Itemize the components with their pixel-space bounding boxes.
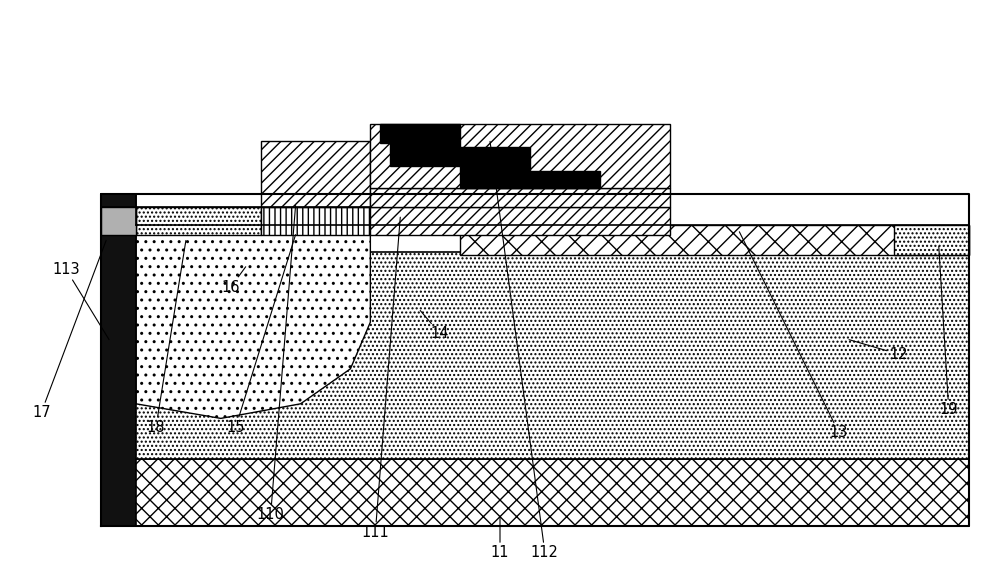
Bar [101,207,136,234]
Text: 112: 112 [490,141,559,560]
Text: 111: 111 [361,217,400,540]
Text: 15: 15 [226,234,296,435]
Text: 19: 19 [939,246,958,417]
Bar [261,141,370,207]
Bar [101,459,969,526]
Bar [370,188,670,207]
Text: 110: 110 [257,206,296,522]
Text: 13: 13 [739,231,848,441]
Bar [894,225,969,255]
Text: 14: 14 [420,311,449,341]
Bar [370,124,670,188]
Polygon shape [380,124,600,188]
Text: 16: 16 [222,267,246,295]
Bar [261,207,370,234]
Bar [101,252,969,459]
Text: 113: 113 [52,262,109,340]
Text: 12: 12 [849,340,908,362]
Text: 17: 17 [32,240,106,420]
Text: 11: 11 [491,517,509,560]
Bar [370,207,670,234]
Text: 18: 18 [147,240,186,435]
Bar [136,207,261,234]
Bar [460,225,969,255]
Polygon shape [136,234,370,418]
Bar [101,194,136,526]
